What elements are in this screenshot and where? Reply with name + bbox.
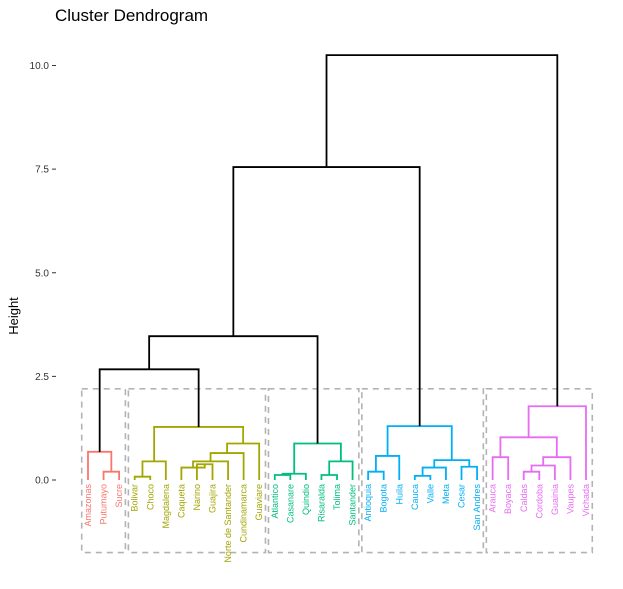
leaf-label: Magdalena <box>161 484 171 529</box>
leaf-label: Guaviare <box>254 484 264 521</box>
leaf-label: Narino <box>192 484 202 511</box>
cluster-boxes <box>80 388 594 554</box>
branch-n4 <box>325 54 559 407</box>
y-tick-label: 5.0 <box>35 268 49 279</box>
branch-m5 <box>499 436 558 458</box>
leaf-label: Arauca <box>488 484 498 513</box>
leaf-label: Cordoba <box>534 484 544 519</box>
branch-b3 <box>413 474 432 480</box>
y-tick-label: 10.0 <box>30 61 50 72</box>
branch-m2 <box>522 470 541 480</box>
branch-o6 <box>209 452 245 480</box>
leaf-label: Quindio <box>301 484 311 515</box>
leaf-label: Santander <box>348 484 358 526</box>
branch-m4 <box>542 456 572 480</box>
branch-b4 <box>421 466 447 480</box>
cluster-box <box>485 388 594 554</box>
branch-o1 <box>133 475 152 480</box>
branch-b1 <box>367 470 385 480</box>
leaf-label: Caqueta <box>176 484 186 518</box>
leaf-label: Atlantico <box>270 484 280 519</box>
y-axis: 0.0 2.5 5.0 7.5 10.0 <box>30 61 56 487</box>
dendrogram-branches <box>87 54 587 480</box>
chart-title: Cluster Dendrogram <box>55 6 208 25</box>
leaf-label: Norte de Santander <box>223 484 233 563</box>
cluster-box <box>361 388 485 554</box>
branch-m3 <box>530 464 556 480</box>
branch-b7 <box>386 425 453 461</box>
y-tick-label: 0.0 <box>35 476 49 487</box>
branch-r1 <box>102 470 121 480</box>
leaf-label: Cesar <box>457 484 467 508</box>
y-tick-label: 2.5 <box>35 372 49 383</box>
y-axis-label: Height <box>6 297 21 335</box>
leaf-label: Antioquia <box>363 484 373 522</box>
leaf-label: San Andres <box>472 484 482 531</box>
leaf-label: Sucre <box>114 484 124 508</box>
branch-g2 <box>281 472 307 480</box>
branch-n1 <box>98 368 200 452</box>
leaf-label: Cauca <box>410 484 420 510</box>
leaf-label: Cundinamarca <box>239 484 249 543</box>
leaf-label: Guainia <box>550 484 560 515</box>
branch-g4 <box>328 460 354 480</box>
cluster-box <box>267 388 360 554</box>
leaf-label: Valle <box>425 484 435 503</box>
leaf-label: Bogota <box>379 484 389 513</box>
leaf-label: Boyaca <box>503 484 513 514</box>
leaf-label: Amazonas <box>83 484 93 527</box>
leaf-label: Vichada <box>581 484 591 516</box>
leaf-label: Vaupes <box>565 484 575 514</box>
branch-m1 <box>491 456 510 480</box>
leaf-label: Bolivar <box>130 484 140 512</box>
branch-o2 <box>141 460 167 480</box>
leaf-label: Guajira <box>208 484 218 513</box>
branch-r2 <box>87 450 113 480</box>
leaf-label: Putumayo <box>99 484 109 525</box>
leaf-label: Huila <box>394 484 404 505</box>
cluster-box <box>80 388 127 554</box>
y-tick-label: 7.5 <box>35 165 49 176</box>
leaf-label: Choco <box>145 484 155 510</box>
branch-g3 <box>320 474 338 480</box>
branch-b2 <box>375 455 401 480</box>
leaf-label: Caldas <box>519 484 529 513</box>
cluster-box <box>127 388 267 554</box>
leaf-label: Tolima <box>332 484 342 510</box>
branch-b5 <box>460 465 478 480</box>
branch-g5 <box>293 442 342 474</box>
leaf-label: Risaralda <box>316 484 326 522</box>
branch-g1 <box>273 474 292 480</box>
branch-n3 <box>232 166 421 427</box>
leaf-labels: Amazonas Putumayo Sucre Bolivar Choco Magdale… <box>83 484 591 563</box>
branch-o5 <box>192 460 229 480</box>
leaf-label: Casanare <box>285 484 295 523</box>
leaf-label: Meta <box>441 484 451 504</box>
